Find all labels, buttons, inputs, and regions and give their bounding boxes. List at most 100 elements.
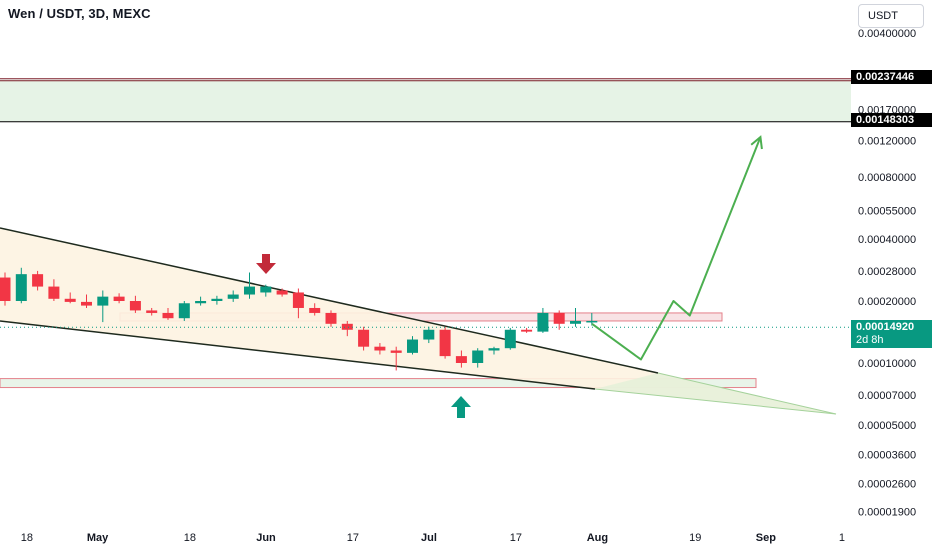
wedge-upper-extension — [657, 372, 837, 415]
candle-body — [276, 290, 288, 295]
upper-target-zone — [0, 79, 851, 122]
candle-body — [292, 292, 304, 308]
candle-body — [374, 346, 386, 351]
candle-body — [472, 350, 484, 363]
wedge-upper-trendline — [0, 227, 659, 374]
x-axis-tick-label: Jul — [421, 532, 437, 544]
candle-body — [64, 298, 76, 302]
candle — [260, 284, 272, 297]
candle — [358, 326, 370, 351]
candle-body — [81, 301, 92, 306]
candle-body — [570, 320, 581, 324]
y-axis-tick-label: 0.00002600 — [858, 478, 916, 490]
candle — [129, 295, 141, 313]
chart-title: Wen / USDT, 3D, MEXC — [8, 6, 151, 21]
candle-body — [227, 294, 239, 299]
y-axis-tick-label: 0.00080000 — [858, 172, 916, 184]
candle — [211, 295, 223, 305]
wedge-lower-trendline — [0, 320, 596, 390]
projection-path — [591, 136, 762, 361]
candle-body — [309, 307, 321, 313]
candle-body — [178, 303, 190, 319]
candle — [292, 288, 304, 319]
candle-body — [553, 312, 565, 324]
price-tag-upper-zone-bottom: 0.00148303 — [851, 113, 932, 127]
candle-body — [32, 274, 44, 287]
y-axis-tick-label: 0.00003600 — [858, 449, 916, 461]
wedge-lower-extension — [594, 388, 837, 415]
candle — [586, 312, 598, 326]
candle-body — [48, 286, 60, 299]
candle — [32, 270, 44, 291]
candle — [178, 301, 190, 321]
candle-body — [407, 339, 418, 353]
candle — [244, 272, 255, 299]
candle — [488, 346, 500, 355]
projection-arrowhead — [750, 135, 763, 150]
x-axis-tick-label: 19 — [689, 532, 701, 544]
candle-body — [15, 274, 27, 301]
candle-body — [537, 312, 549, 332]
candle-body — [439, 329, 451, 357]
candle-body — [521, 329, 533, 332]
candle — [341, 320, 353, 337]
candle — [439, 326, 451, 359]
candle-body — [586, 320, 598, 323]
candle — [390, 346, 402, 371]
current-price-value: 0.00014920 — [856, 321, 915, 333]
y-axis-tick-label: 0.00005000 — [858, 420, 916, 432]
candle — [15, 267, 27, 304]
candle — [162, 307, 174, 320]
y-axis-tick-label: 0.00120000 — [858, 136, 916, 148]
candle — [521, 327, 533, 333]
candle-body — [358, 329, 370, 347]
bullish-arrow — [451, 396, 471, 418]
candle-body — [195, 301, 207, 304]
candle-body — [129, 301, 141, 311]
candle-body — [0, 277, 11, 301]
candle-body — [341, 323, 353, 330]
candle-body — [97, 296, 109, 306]
candle-body — [504, 329, 516, 349]
candle — [227, 290, 239, 302]
candle — [570, 307, 581, 327]
y-axis-tick-label: 0.00007000 — [858, 390, 916, 402]
candle — [472, 348, 484, 368]
support-zone — [0, 378, 757, 389]
y-axis-tick-label: 0.00001900 — [858, 507, 916, 519]
candle — [309, 303, 321, 316]
x-axis-tick-label: 18 — [21, 532, 33, 544]
candle-body — [325, 312, 337, 324]
bearish-arrow — [256, 254, 276, 274]
price-tag-upper-zone-top: 0.00237446 — [851, 70, 932, 84]
candle-body — [211, 298, 223, 301]
x-axis-tick-label: Aug — [587, 532, 608, 544]
x-axis-tick-label: 17 — [347, 532, 359, 544]
candle — [48, 279, 60, 301]
candle — [407, 336, 418, 355]
x-axis-tick-label: 1 — [839, 532, 845, 544]
currency-button[interactable]: USDT — [858, 4, 924, 28]
x-axis-tick-label: May — [87, 532, 109, 544]
x-axis-tick-label: Sep — [756, 532, 776, 544]
candle — [553, 310, 565, 330]
candle — [537, 307, 549, 333]
y-axis-tick-label: 0.00028000 — [858, 266, 916, 278]
candle — [146, 307, 158, 316]
x-axis-tick-label: Jun — [256, 532, 276, 544]
candle — [195, 296, 207, 306]
candle — [81, 294, 92, 308]
y-axis-tick-label: 0.00055000 — [858, 206, 916, 218]
candle-body — [260, 286, 272, 293]
x-axis-tick-label: 17 — [510, 532, 522, 544]
current-price-tag: 0.00014920 2d 8h — [851, 320, 932, 348]
candle — [423, 326, 435, 344]
candle — [504, 327, 516, 350]
candle-body — [244, 286, 255, 295]
candle — [325, 310, 337, 327]
candle-body — [146, 310, 158, 313]
y-axis-tick-label: 0.00400000 — [858, 28, 916, 40]
candle-body — [390, 350, 402, 353]
